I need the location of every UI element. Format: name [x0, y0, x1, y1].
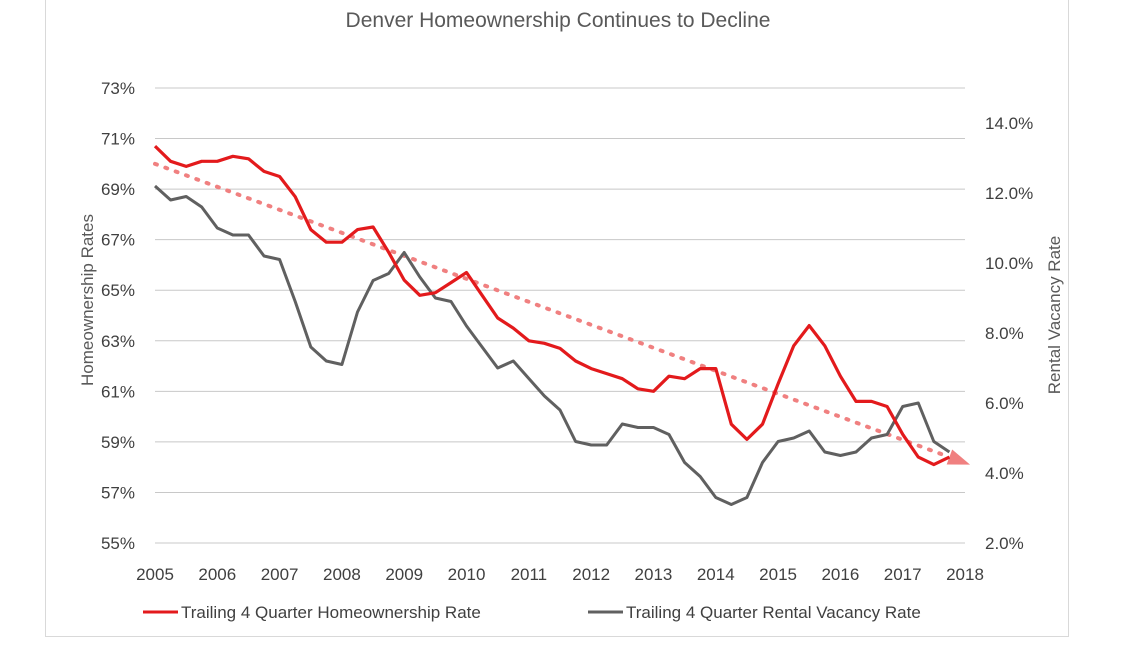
gridlines — [155, 87, 965, 544]
x-tick-label: 2006 — [198, 565, 236, 584]
y2-tick-label: 4.0% — [985, 464, 1024, 483]
x-tick-label: 2009 — [385, 565, 423, 584]
legend-label-homeownership: Trailing 4 Quarter Homeownership Rate — [181, 603, 481, 622]
y-axis-title: Homeownership Rates — [78, 214, 97, 386]
x-tick-label: 2011 — [511, 565, 548, 584]
y-tick-label: 59% — [101, 433, 135, 452]
y2-tick-label: 2.0% — [985, 534, 1024, 553]
y-tick-label: 69% — [101, 180, 135, 199]
series-line-homeownership — [153, 144, 951, 467]
y2-tick-label: 10.0% — [985, 254, 1033, 273]
y2-tick-label: 8.0% — [985, 324, 1024, 343]
y2-tick-label: 12.0% — [985, 184, 1033, 203]
x-axis: 2005 2006 2007 2008 2009 2010 2011 2012 2013 2014… — [136, 565, 984, 584]
x-tick-label: 2012 — [572, 565, 610, 584]
series-line-rental-vacancy — [153, 184, 951, 506]
chart-frame — [45, 0, 1069, 637]
x-tick-label: 2008 — [323, 565, 361, 584]
y2-tick-label: 6.0% — [985, 394, 1024, 413]
x-tick-label: 2007 — [261, 565, 299, 584]
legend-label-vacancy: Trailing 4 Quarter Rental Vacancy Rate — [626, 603, 921, 622]
x-tick-label: 2014 — [697, 565, 735, 584]
x-tick-label: 2016 — [821, 565, 859, 584]
y2-tick-label: 14.0% — [985, 114, 1033, 133]
chart-title: Denver Homeownership Continues to Declin… — [346, 9, 771, 32]
y-tick-label: 57% — [101, 483, 135, 502]
y-tick-label: 61% — [101, 382, 135, 401]
y2-axis-title: Rental Vacancy Rate — [1045, 236, 1064, 394]
y-axis-right: 2.0% 4.0% 6.0% 8.0% 10.0% 12.0% 14.0% — [985, 114, 1033, 553]
y-tick-label: 73% — [101, 79, 135, 98]
y-tick-label: 63% — [101, 332, 135, 351]
plot-area — [153, 144, 971, 506]
y-tick-label: 67% — [101, 231, 135, 250]
y-tick-label: 65% — [101, 281, 135, 300]
trendline-arrowhead — [946, 449, 971, 465]
y-tick-label: 71% — [101, 130, 135, 149]
x-tick-label: 2010 — [448, 565, 486, 584]
y-tick-label: 55% — [101, 534, 135, 553]
x-tick-label: 2015 — [759, 565, 797, 584]
x-tick-label: 2013 — [635, 565, 673, 584]
y-axis-left: 55% 57% 59% 61% 63% 65% 67% 69% 71% 73% — [101, 79, 135, 553]
x-tick-label: 2005 — [136, 565, 174, 584]
x-tick-label: 2018 — [946, 565, 984, 584]
trendline — [153, 161, 952, 460]
x-tick-label: 2017 — [884, 565, 922, 584]
legend: Trailing 4 Quarter Homeownership Rate Tr… — [143, 603, 921, 622]
